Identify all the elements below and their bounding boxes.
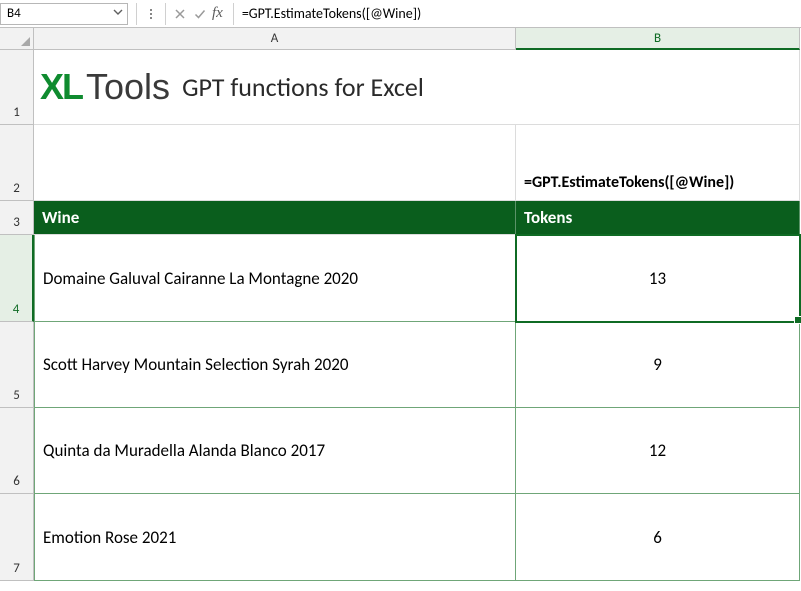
cell-wine-2[interactable]: Quinta da Muradella Alanda Blanco 2017 [34, 408, 516, 494]
wine-name: Quinta da Muradella Alanda Blanco 2017 [43, 440, 325, 461]
name-box-value: B4 [7, 6, 21, 21]
cell-a2[interactable] [34, 125, 516, 201]
table-header-wine-label: Wine [42, 207, 79, 228]
cell-a1-title[interactable]: XLTools GPT functions for Excel [34, 50, 800, 125]
cell-wine-3[interactable]: Emotion Rose 2021 [34, 494, 516, 581]
row-header-1[interactable]: 1 [0, 50, 34, 125]
table-header-tokens[interactable]: Tokens [516, 201, 800, 235]
cell-tokens-2[interactable]: 12 [516, 408, 800, 494]
row-header-7[interactable]: 7 [0, 494, 34, 581]
row-header-6[interactable]: 6 [0, 408, 34, 494]
logo-tools: Tools [86, 66, 170, 108]
formula-bar: B4 fx =GPT.EstimateTokens([@Wine]) [0, 0, 801, 28]
fx-icon[interactable]: fx [212, 5, 223, 22]
wine-name: Scott Harvey Mountain Selection Syrah 20… [43, 354, 348, 375]
cell-wine-1[interactable]: Scott Harvey Mountain Selection Syrah 20… [34, 322, 516, 408]
tokens-value: 9 [653, 354, 662, 375]
cancel-icon[interactable] [170, 4, 190, 24]
table-header-wine[interactable]: Wine [34, 201, 516, 235]
page-subtitle: GPT functions for Excel [182, 71, 424, 103]
formula-display-text: =GPT.EstimateTokens([@Wine]) [524, 173, 734, 192]
row-header-4[interactable]: 4 [0, 235, 34, 322]
name-box[interactable]: B4 [0, 3, 128, 25]
chevron-down-icon[interactable] [113, 7, 123, 21]
row-header-3[interactable]: 3 [0, 201, 34, 235]
tokens-value: 6 [653, 527, 662, 548]
separator [233, 3, 234, 25]
column-header-a[interactable]: A [34, 28, 516, 50]
cell-b2-formula[interactable]: =GPT.EstimateTokens([@Wine]) [516, 125, 800, 201]
row-header-5[interactable]: 5 [0, 322, 34, 408]
wine-name: Emotion Rose 2021 [43, 527, 176, 548]
cell-tokens-3[interactable]: 6 [516, 494, 800, 581]
logo-mark: XL [40, 66, 82, 108]
separator [136, 3, 137, 25]
cell-wine-0[interactable]: Domaine Galuval Cairanne La Montagne 202… [34, 235, 516, 322]
more-icon[interactable] [141, 4, 161, 24]
cell-tokens-1[interactable]: 9 [516, 322, 800, 408]
row-header-2[interactable]: 2 [0, 125, 34, 201]
wine-name: Domaine Galuval Cairanne La Montagne 202… [43, 268, 358, 289]
separator [165, 3, 166, 25]
enter-icon[interactable] [190, 4, 210, 24]
table-header-tokens-label: Tokens [524, 207, 572, 228]
tokens-value: 12 [649, 440, 666, 461]
formula-text: =GPT.EstimateTokens([@Wine]) [242, 5, 421, 22]
tokens-value: 13 [649, 268, 666, 289]
select-all-corner[interactable] [0, 28, 34, 50]
column-header-b[interactable]: B [516, 28, 800, 50]
xltools-logo: XLTools [40, 66, 182, 108]
formula-input[interactable]: =GPT.EstimateTokens([@Wine]) [238, 3, 801, 25]
cell-tokens-0[interactable]: 13 [516, 235, 800, 322]
spreadsheet-grid: A B 1 XLTools GPT functions for Excel 2 … [0, 28, 801, 581]
